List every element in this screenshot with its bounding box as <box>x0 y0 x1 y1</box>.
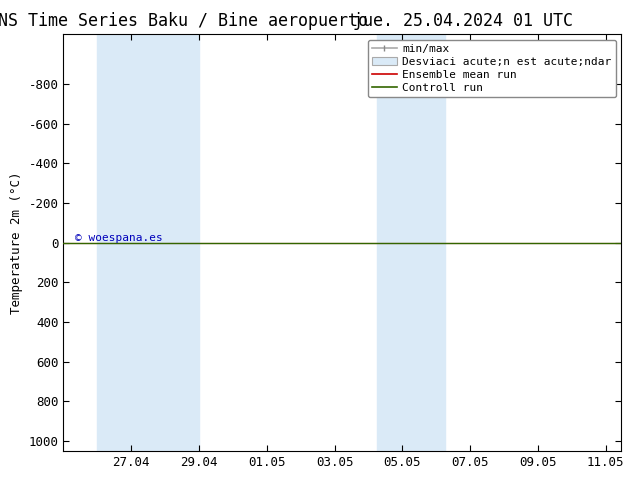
Bar <box>377 34 444 451</box>
Text: © woespana.es: © woespana.es <box>75 233 162 243</box>
Y-axis label: Temperature 2m (°C): Temperature 2m (°C) <box>10 172 23 314</box>
Text: jue. 25.04.2024 01 UTC: jue. 25.04.2024 01 UTC <box>353 12 573 30</box>
Bar <box>97 34 199 451</box>
Legend: min/max, Desviaci acute;n est acute;ndar, Ensemble mean run, Controll run: min/max, Desviaci acute;n est acute;ndar… <box>368 40 616 97</box>
Text: ENS Time Series Baku / Bine aeropuerto: ENS Time Series Baku / Bine aeropuerto <box>0 12 368 30</box>
